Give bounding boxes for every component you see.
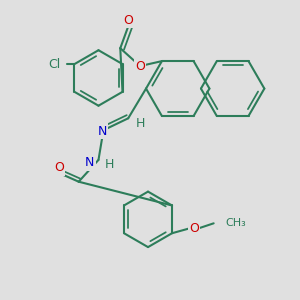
Text: O: O [54,161,64,174]
Text: N: N [98,125,107,138]
Text: H: H [104,158,114,171]
Text: Cl: Cl [48,58,61,70]
Text: O: O [135,60,145,73]
Text: CH₃: CH₃ [226,218,246,228]
Text: O: O [189,222,199,235]
Text: O: O [123,14,133,27]
Text: N: N [85,156,94,170]
Text: H: H [135,117,145,130]
